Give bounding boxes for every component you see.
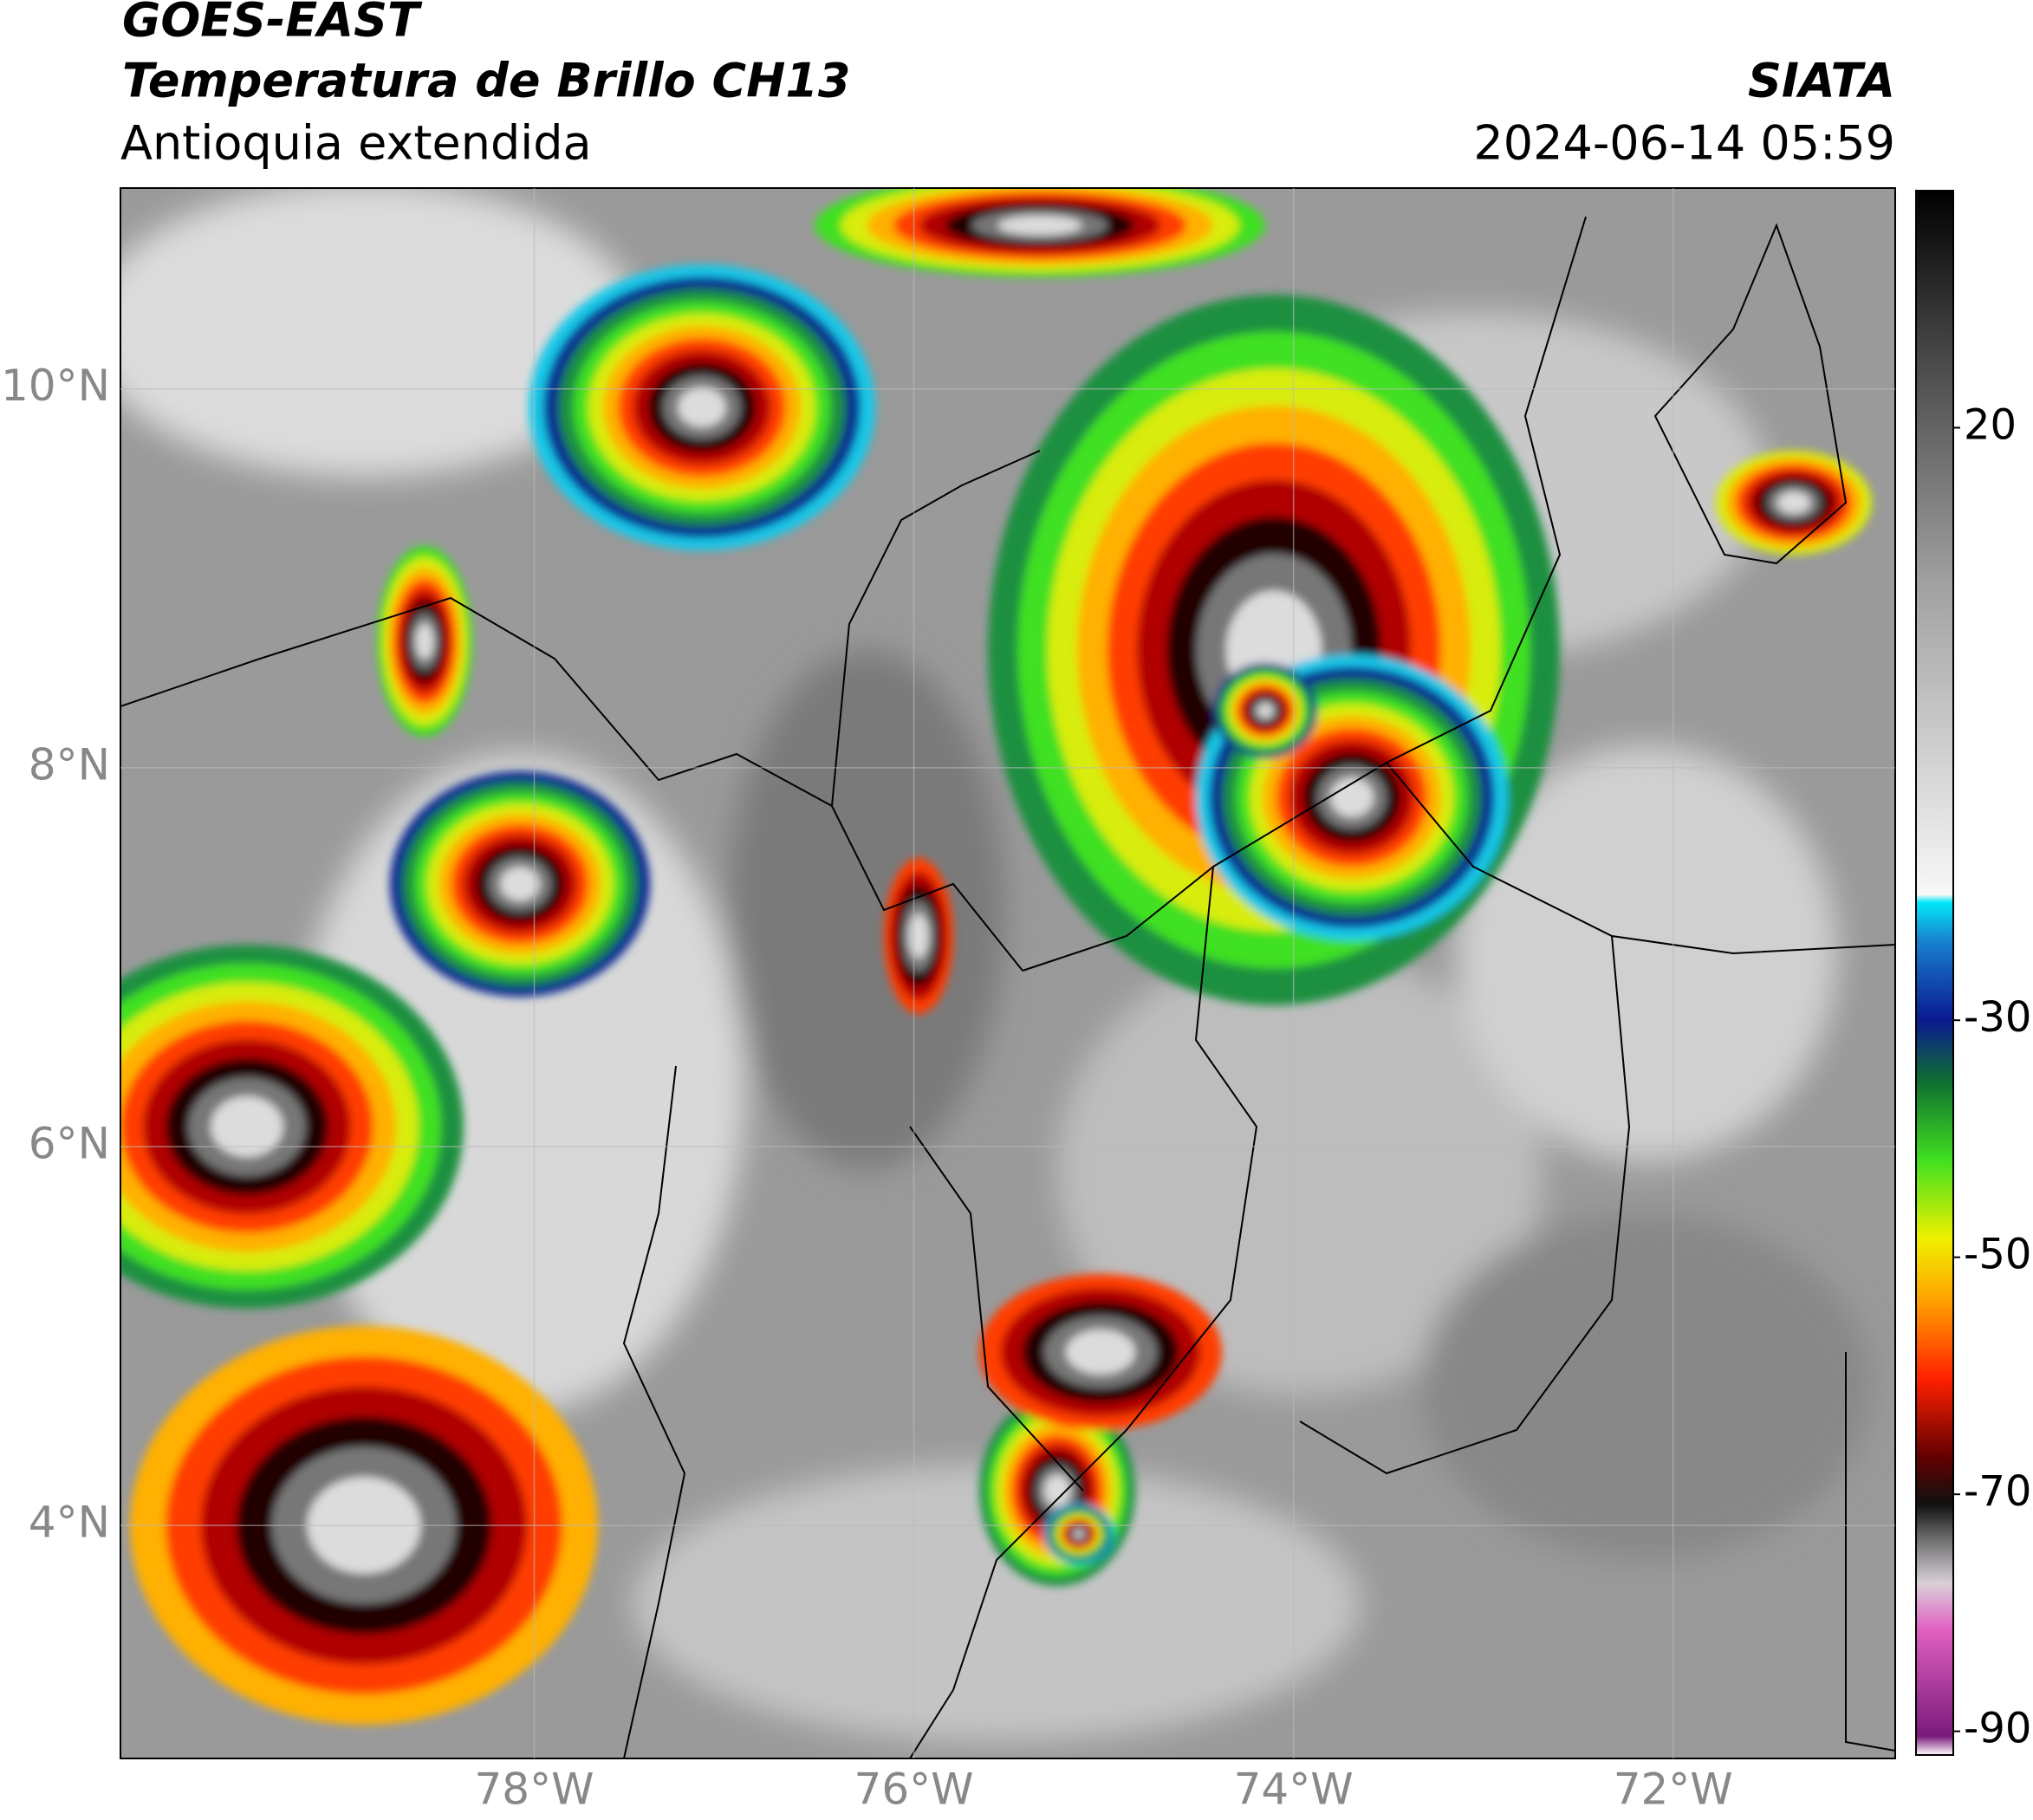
colorbar-tick-label: -30	[1964, 993, 2031, 1042]
satellite-image	[120, 188, 1895, 1758]
x-tick-label: 76°W	[854, 1765, 974, 1815]
colorbar	[1915, 190, 1954, 1756]
colorbar-tick-label: -50	[1964, 1231, 2031, 1279]
y-tick-label: 10°N	[1, 361, 110, 411]
x-tick-label: 72°W	[1614, 1765, 1733, 1815]
storm-layer	[1330, 777, 1374, 817]
storm-layer	[500, 867, 540, 901]
region: Antioquia extendida	[120, 116, 592, 171]
borders	[120, 216, 1895, 1758]
storm-layer	[678, 387, 726, 427]
storm-layer	[1777, 491, 1810, 514]
storm-layer	[1066, 1329, 1135, 1375]
plot-frame	[120, 187, 1896, 1759]
datetime: 2024-06-14 05:59	[1473, 116, 1895, 171]
colorbar-tick-label: 20	[1964, 400, 2017, 449]
x-tick-label: 74°W	[1234, 1765, 1354, 1815]
y-tick-label: 4°N	[29, 1498, 110, 1548]
storm-layer	[997, 215, 1082, 236]
colorbar-tick-label: -70	[1964, 1467, 2031, 1516]
colorbar-tick-label: -90	[1964, 1705, 2031, 1753]
storm-layer	[1257, 703, 1274, 718]
storm-layer	[211, 1096, 283, 1157]
storm-layer	[1074, 1530, 1084, 1538]
storm-layer	[1044, 1474, 1070, 1507]
x-tick-label: 78°W	[474, 1765, 594, 1815]
source: SIATA	[1748, 54, 1895, 108]
subtitle: Temperatura de Brillo CH13	[122, 54, 851, 108]
storm-layer	[415, 623, 434, 660]
y-tick-label: 6°N	[29, 1118, 110, 1168]
y-tick-label: 8°N	[29, 739, 110, 790]
storm-layer	[908, 913, 929, 959]
title: GOES-EAST	[122, 0, 423, 48]
